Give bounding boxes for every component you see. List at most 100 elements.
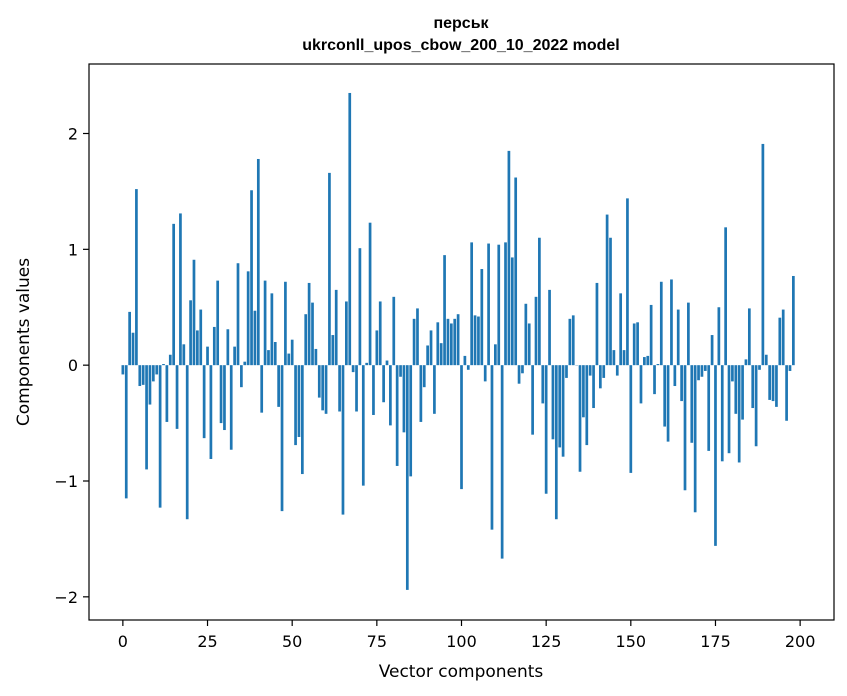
bar [341,365,345,515]
bar [554,365,558,520]
bar [751,365,755,409]
bar [609,237,612,366]
bar [284,281,287,366]
bar [446,318,450,366]
bar [145,365,148,470]
bar [260,365,264,413]
bar [355,365,358,412]
bar [659,281,663,366]
bar [494,344,497,366]
bar [128,311,131,366]
bar [592,365,595,409]
x-tick-label: 75 [367,632,387,651]
bar [639,365,643,404]
bar [378,301,382,366]
bar [565,365,568,378]
bar [538,237,541,366]
bar [290,339,294,366]
y-tick-label: 1 [68,240,78,259]
bar [439,343,443,366]
bar [328,172,331,366]
bar [778,317,782,366]
bar [243,361,247,366]
bar [764,354,768,366]
bar [615,365,619,376]
bar [148,365,152,405]
bar [449,323,453,366]
bar [612,350,616,366]
bar [307,282,311,366]
bar [460,365,463,490]
bar [121,365,125,375]
y-tick-label: −2 [54,588,78,607]
bar [477,316,480,366]
bar [663,365,667,427]
bar [317,365,321,398]
bar [189,300,192,366]
bar [168,354,172,366]
bar [314,348,318,366]
bar [619,293,623,366]
bar [504,242,507,366]
bar [375,330,379,366]
bar [707,365,711,451]
bar [463,355,467,366]
bar [622,350,626,366]
bar [747,308,751,366]
bar [551,365,555,440]
bar [135,189,138,366]
bar [216,280,220,366]
bar [690,365,694,443]
bar [666,365,670,442]
bar [487,243,490,366]
bar [466,365,470,370]
bar [345,301,348,366]
x-tick-label: 150 [616,632,647,651]
bar [297,365,301,437]
bar [632,323,636,366]
bar [598,365,602,389]
bar [206,346,209,366]
bar [629,365,633,473]
bar [304,314,308,366]
bar [405,365,409,590]
bar [521,365,524,374]
bar [287,353,291,366]
bar [196,330,199,366]
bar [172,223,176,366]
bar [483,365,487,382]
bar [124,365,128,499]
bar [578,365,582,472]
bar [585,365,589,446]
bar [744,359,748,366]
bar [470,242,474,366]
x-tick-label: 200 [785,632,816,651]
x-axis-ticks: 0 25 50 75 100 125 150 175 200 [118,620,816,651]
bar [673,365,677,387]
bar [270,293,274,366]
bar [710,335,714,366]
bar [185,365,189,520]
bar [250,190,253,366]
bar [331,335,335,366]
bar [436,322,440,366]
bar [209,365,213,459]
bar [697,365,700,381]
bar [429,330,433,366]
bar [385,360,389,366]
bar [338,365,341,412]
bar [358,248,362,366]
bar [656,364,660,366]
bar [324,365,328,414]
bar [544,365,548,494]
bar [280,365,284,512]
bar [267,350,270,366]
bar [687,302,690,366]
bar [582,365,585,418]
y-tick-label: 0 [68,356,78,375]
bar [548,289,551,366]
bar [321,365,325,411]
bar [737,365,741,463]
bar [490,365,494,530]
bar [605,214,609,366]
